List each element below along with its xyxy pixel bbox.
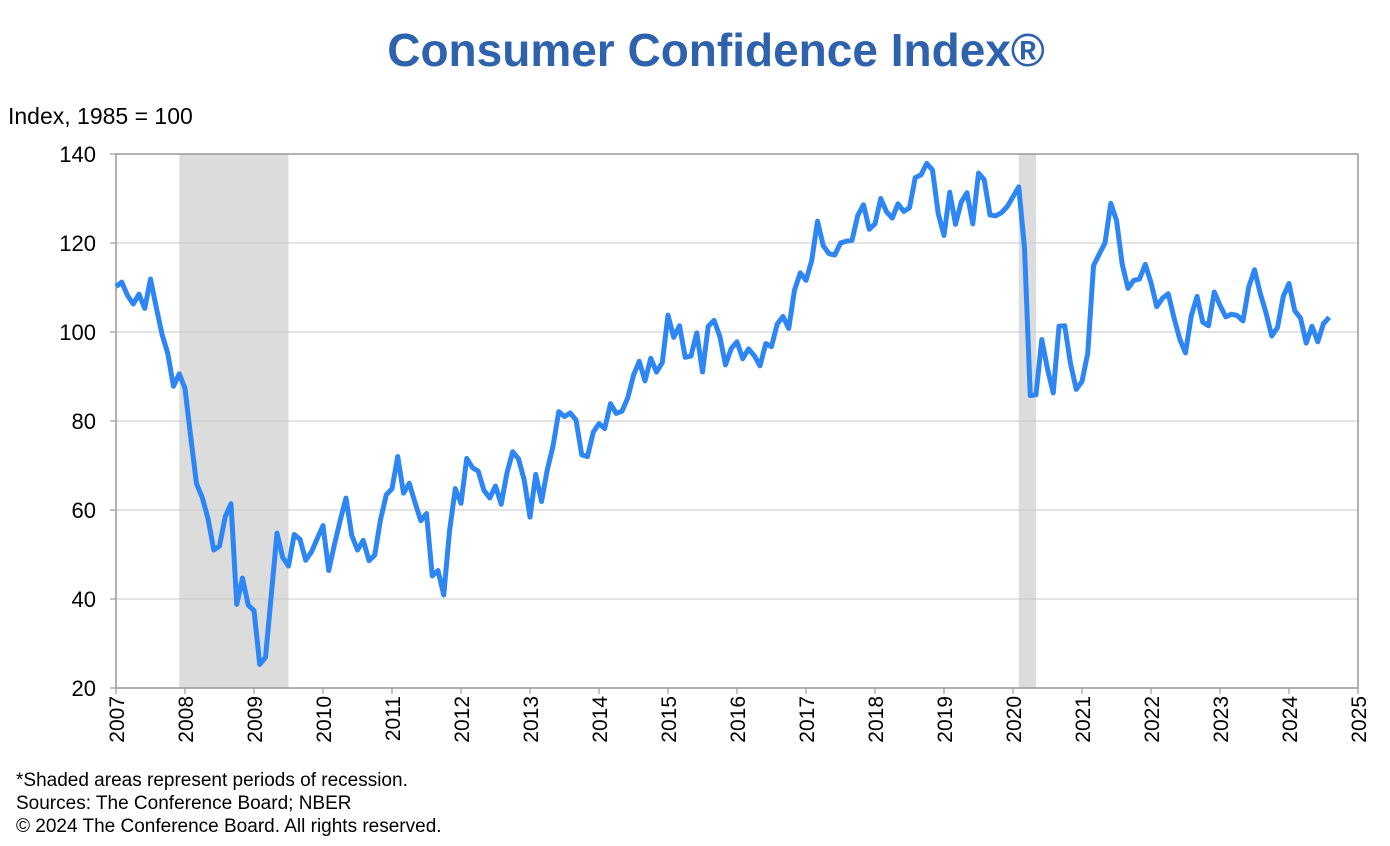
y-tick-label: 120 [59, 231, 96, 256]
y-tick-label: 100 [59, 320, 96, 345]
x-tick-label: 2013 [520, 696, 543, 743]
x-tick-label: 2021 [1072, 696, 1095, 743]
x-tick-label: 2011 [382, 696, 405, 741]
y-tick-label: 20 [72, 676, 96, 701]
x-tick-label: 2014 [589, 696, 612, 743]
chart-title: Consumer Confidence Index® [387, 24, 1045, 76]
x-tick-label: 2007 [106, 696, 129, 743]
plot-frame [115, 153, 1359, 689]
x-tick-label: 2023 [1210, 696, 1233, 743]
y-axis-label: Index, 1985 = 100 [8, 103, 193, 129]
x-tick-label: 2020 [1003, 696, 1026, 743]
x-tick-label: 2019 [934, 696, 957, 743]
y-tick-label: 60 [72, 498, 96, 523]
x-tick-label: 2022 [1141, 696, 1164, 743]
footnote: © 2024 The Conference Board. All rights … [16, 816, 442, 837]
x-tick-label: 2008 [175, 696, 198, 743]
x-tick-label: 2010 [313, 696, 336, 743]
x-tick-label: 2018 [865, 696, 888, 743]
x-tick-label: 2016 [727, 696, 750, 743]
footnote: Sources: The Conference Board; NBER [16, 793, 352, 814]
x-tick-label: 2009 [244, 696, 267, 743]
y-tick-label: 140 [59, 142, 96, 167]
x-tick-label: 2015 [658, 696, 681, 743]
x-tick-label: 2024 [1279, 696, 1302, 743]
y-tick-label: 80 [72, 409, 96, 434]
data-line [114, 160, 1332, 667]
y-tick-label: 40 [72, 587, 96, 612]
x-tick-label: 2012 [451, 696, 474, 743]
x-tick-label: 2025 [1348, 696, 1371, 743]
footnote: *Shaded areas represent periods of reces… [16, 770, 408, 791]
plot-area: 20 40 60 80 100 120 140 2007 2008 2009 2010 2011 201… [59, 142, 1371, 743]
x-tick-label: 2017 [796, 696, 819, 743]
